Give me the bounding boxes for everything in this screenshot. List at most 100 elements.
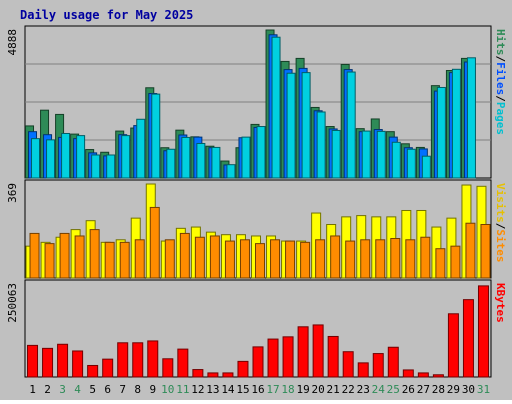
panel-kbytes: 250063 KBytes	[6, 279, 507, 378]
bar-sites	[255, 243, 265, 279]
legend-entry: Visits	[494, 183, 507, 223]
legend-entry: /	[494, 56, 507, 63]
bar-kbytes	[267, 338, 279, 378]
x-tick-label: 18	[281, 383, 294, 396]
bar-sites	[420, 236, 431, 279]
bar-pages	[316, 111, 326, 179]
x-tick-label: 12	[191, 383, 204, 396]
x-tick-label: 19	[296, 383, 309, 396]
bar-pages	[226, 164, 236, 179]
y-max-label: 4888	[6, 29, 19, 56]
x-tick-label: 17	[266, 383, 279, 396]
x-tick-label: 4	[74, 383, 81, 396]
bar-sites	[480, 224, 491, 279]
legend-entry: /	[494, 223, 507, 230]
bar-kbytes	[117, 342, 129, 378]
bar-kbytes	[27, 344, 39, 378]
x-tick-label: 28	[432, 383, 445, 396]
x-tick-label: 30	[462, 383, 475, 396]
bar-sites	[360, 239, 371, 279]
bar-sites	[29, 232, 40, 279]
bar-pages	[406, 148, 416, 179]
bar-pages	[76, 135, 86, 179]
panel-hits: 4888 Hits/Files/Pages	[6, 25, 507, 179]
bar-pages	[46, 139, 56, 179]
bar-kbytes	[462, 299, 474, 378]
bar-kbytes	[177, 348, 189, 378]
bar-kbytes	[387, 346, 399, 378]
bar-kbytes	[57, 343, 69, 378]
bar-sites	[149, 206, 160, 279]
legend-kbytes: KBytes	[494, 283, 507, 323]
bar-sites	[179, 232, 190, 279]
bar-kbytes	[417, 372, 429, 378]
legend-entry: Hits	[494, 29, 507, 56]
bar-sites	[405, 239, 416, 279]
bar-kbytes	[447, 313, 459, 378]
bar-sites	[134, 239, 145, 279]
bar-kbytes	[477, 285, 489, 378]
bar-pages	[421, 155, 431, 179]
x-tick-label: 24	[372, 383, 386, 396]
bar-kbytes	[147, 340, 159, 378]
bar-pages	[331, 129, 341, 179]
x-tick-label: 11	[176, 383, 189, 396]
x-tick-label: 26	[402, 383, 415, 396]
bar-sites	[119, 241, 130, 279]
bar-pages	[301, 72, 311, 179]
bar-pages	[466, 57, 476, 179]
x-tick-label: 25	[387, 383, 400, 396]
bar-pages	[451, 68, 461, 179]
x-tick-label: 15	[236, 383, 249, 396]
bar-pages	[136, 118, 146, 179]
x-tick-label: 13	[206, 383, 219, 396]
bar-pages	[346, 71, 356, 179]
bar-kbytes	[312, 324, 324, 378]
x-tick-label: 9	[149, 383, 156, 396]
bar-sites	[59, 232, 70, 279]
y-max-label: 369	[6, 183, 19, 203]
bar-sites	[435, 248, 446, 279]
bar-sites	[450, 245, 461, 279]
x-tick-label: 22	[342, 383, 355, 396]
bar-sites	[465, 222, 476, 279]
bar-pages	[196, 142, 206, 179]
bar-pages	[271, 36, 281, 179]
bar-sites	[300, 241, 311, 279]
bar-pages	[286, 72, 296, 179]
x-tick-label: 6	[104, 383, 111, 396]
x-tick-label: 8	[134, 383, 141, 396]
bar-sites	[239, 239, 250, 279]
x-tick-label: 21	[327, 383, 340, 396]
x-tick-label: 2	[44, 383, 51, 396]
x-tick-label: 23	[357, 383, 370, 396]
bar-kbytes	[192, 369, 204, 378]
bar-sites	[164, 239, 175, 279]
bar-sites	[270, 239, 281, 279]
bar-pages	[61, 132, 71, 179]
bar-kbytes	[372, 353, 384, 378]
y-max-label: 250063	[6, 283, 19, 323]
panel-visits: 369 Visits/Sites	[6, 179, 507, 279]
bar-sites	[104, 241, 115, 279]
bar-pages	[121, 135, 131, 179]
bar-pages	[91, 154, 101, 179]
bar-sites	[285, 240, 296, 279]
bar-pages	[166, 148, 176, 179]
x-tick-label: 3	[59, 383, 66, 396]
bar-kbytes	[402, 369, 414, 378]
bar-sites	[390, 238, 401, 279]
bar-pages	[241, 136, 251, 179]
series-kbytes	[27, 285, 489, 378]
bar-kbytes	[222, 372, 234, 378]
bar-sites	[345, 240, 356, 279]
bar-pages	[151, 93, 161, 179]
bar-sites	[44, 243, 55, 279]
legend-visits: Visits/Sites	[494, 183, 507, 263]
series-pages	[31, 36, 476, 179]
bar-kbytes	[252, 346, 264, 378]
bar-kbytes	[42, 347, 54, 378]
x-axis-labels: 1 2 3 4 5 6 7 8 9 10 11 12 13 14 15 16 17 18 19 20 21 22 23 24 2…	[29, 383, 490, 396]
